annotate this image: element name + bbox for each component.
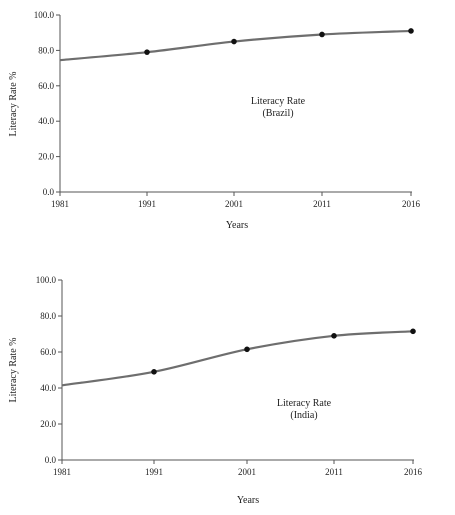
brazil-data-point (408, 28, 414, 34)
india-x-tick-label: 2001 (238, 467, 256, 477)
brazil-y-tick-label: 20.0 (38, 152, 54, 162)
brazil-y-axis-title: Literacy Rate % (8, 72, 19, 137)
india-x-tick-label: 1991 (145, 467, 163, 477)
brazil-x-tick-label: 1991 (138, 199, 156, 209)
india-data-point (410, 328, 416, 335)
brazil-annotation-country: (Brazil) (262, 108, 293, 119)
brazil-annotation-title: Literacy Rate (251, 96, 306, 107)
brazil-x-ticks: 1981 1991 2001 2011 2016 (51, 192, 421, 209)
brazil-y-tick-label: 100.0 (34, 10, 55, 20)
brazil-y-tick-label: 60.0 (38, 81, 54, 91)
brazil-x-tick-label: 2016 (402, 199, 421, 209)
brazil-x-tick-label: 2001 (225, 199, 243, 209)
india-x-tick-label: 2016 (404, 467, 423, 477)
brazil-y-tick-label: 80.0 (38, 45, 54, 55)
brazil-series-line (59, 29, 412, 62)
brazil-x-tick-label: 1981 (51, 199, 69, 209)
india-annotation-country: (India) (290, 410, 317, 421)
india-chart: 0.0 20.0 40.0 60.0 80.0 100.0 1981 1991 2001 201… (8, 275, 423, 506)
india-y-tick-label: 40.0 (40, 383, 56, 393)
india-y-tick-label: 100.0 (36, 275, 57, 285)
india-y-tick-label: 80.0 (40, 311, 56, 321)
india-y-tick-label: 60.0 (40, 347, 56, 357)
brazil-y-tick-label: 40.0 (38, 116, 54, 126)
india-x-tick-label: 1981 (53, 467, 71, 477)
brazil-x-tick-label: 2011 (313, 199, 331, 209)
india-y-ticks: 0.0 20.0 40.0 60.0 80.0 100.0 (36, 275, 62, 465)
india-data-point (151, 369, 157, 375)
india-markers (151, 328, 416, 375)
brazil-data-point (231, 38, 237, 45)
india-y-tick-label: 20.0 (40, 419, 56, 429)
brazil-x-axis-title: Years (226, 220, 248, 231)
india-y-tick-label: 0.0 (45, 455, 57, 465)
brazil-data-point (319, 31, 325, 38)
brazil-markers (144, 28, 414, 55)
india-data-point (331, 333, 337, 339)
brazil-y-ticks: 0.0 20.0 40.0 60.0 80.0 100.0 (34, 10, 60, 197)
india-x-ticks: 1981 1991 2001 2011 2016 (53, 460, 423, 477)
india-annotation-title: Literacy Rate (277, 398, 332, 409)
brazil-y-tick-label: 0.0 (43, 187, 55, 197)
brazil-chart: 0.0 20.0 40.0 60.0 80.0 100.0 1981 1991 2001 201… (8, 10, 421, 231)
india-x-tick-label: 2011 (325, 467, 343, 477)
india-data-point (244, 346, 250, 353)
india-x-axis-title: Years (237, 495, 259, 506)
india-series-line (61, 330, 414, 387)
brazil-data-point (144, 49, 150, 55)
india-y-axis-title: Literacy Rate % (8, 338, 19, 403)
